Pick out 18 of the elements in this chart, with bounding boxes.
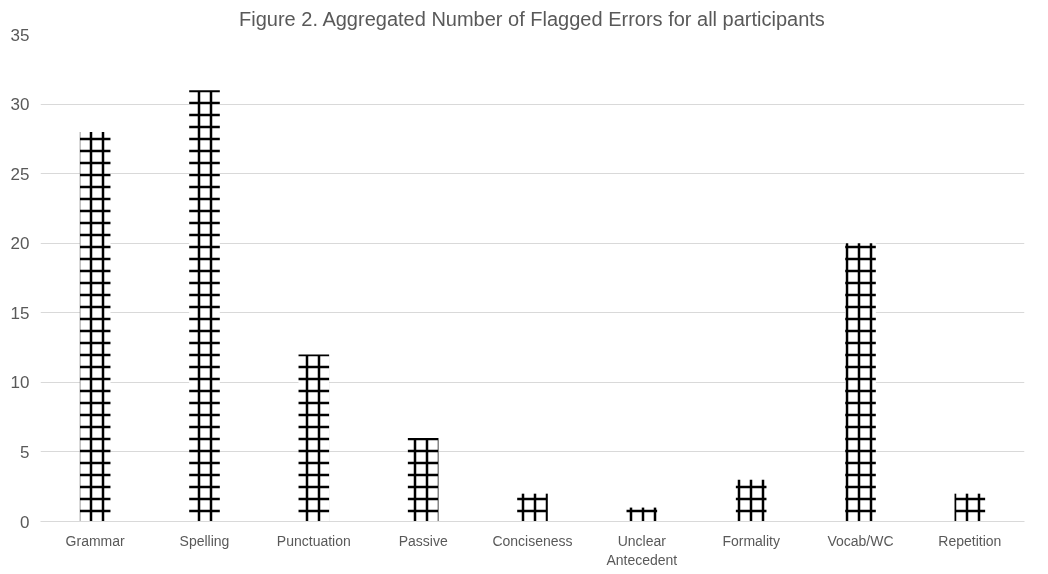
y-tick-label: 0 [20,512,30,532]
x-tick-label: Formality [722,532,780,549]
x-tick-label: Passive [398,532,448,549]
y-tick-label: 25 [10,164,30,184]
x-tick-label: Grammar [65,532,126,549]
y-tick-label: 15 [10,303,30,323]
x-tick-label: Unclear Antecedent [606,532,678,568]
x-tick-label: Vocab/WC [827,532,894,549]
x-tick-label: Conciseness [492,532,573,549]
x-tick-label: Repetition [938,532,1002,549]
y-tick-label: 35 [10,25,30,45]
y-tick-label: 20 [10,234,30,254]
chart-title: Figure 2. Aggregated Number of Flagged Errors for all participants [239,7,825,30]
y-tick-label: 10 [10,373,30,393]
y-tick-label: 5 [20,442,30,462]
y-tick-label: 30 [10,95,30,115]
x-tick-label: Punctuation [276,532,351,549]
x-tick-label: Spelling [179,532,230,549]
